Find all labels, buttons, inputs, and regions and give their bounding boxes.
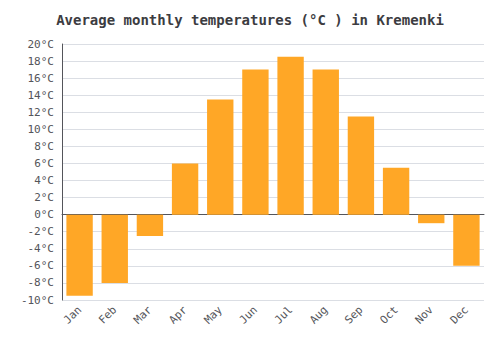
- svg-text:-2°C: -2°C: [28, 225, 55, 238]
- svg-text:Sep: Sep: [342, 303, 365, 326]
- svg-text:2°C: 2°C: [34, 191, 54, 204]
- svg-text:Aug: Aug: [307, 303, 330, 326]
- svg-text:18°C: 18°C: [28, 55, 55, 68]
- svg-text:14°C: 14°C: [28, 89, 55, 102]
- svg-text:Jul: Jul: [272, 303, 295, 326]
- svg-text:Apr: Apr: [166, 303, 189, 326]
- svg-text:Mar: Mar: [131, 303, 154, 326]
- svg-text:Feb: Feb: [96, 303, 119, 326]
- svg-text:Nov: Nov: [413, 303, 436, 326]
- svg-text:-4°C: -4°C: [28, 242, 55, 255]
- svg-text:Jun: Jun: [237, 303, 260, 326]
- svg-text:8°C: 8°C: [34, 140, 54, 153]
- svg-text:-6°C: -6°C: [28, 259, 55, 272]
- svg-text:20°C: 20°C: [28, 38, 55, 51]
- svg-text:4°C: 4°C: [34, 174, 54, 187]
- svg-text:10°C: 10°C: [28, 123, 55, 136]
- svg-text:Jan: Jan: [61, 303, 84, 326]
- svg-text:-8°C: -8°C: [28, 276, 55, 289]
- svg-text:Oct: Oct: [377, 303, 400, 326]
- svg-text:-10°C: -10°C: [21, 294, 54, 307]
- svg-text:Average monthly temperatures (: Average monthly temperatures (°C ) in Kr…: [56, 12, 444, 28]
- svg-text:12°C: 12°C: [28, 106, 55, 119]
- svg-text:May: May: [202, 303, 225, 326]
- svg-text:6°C: 6°C: [34, 157, 54, 170]
- svg-text:0°C: 0°C: [34, 208, 54, 221]
- svg-text:Dec: Dec: [448, 303, 471, 326]
- svg-text:16°C: 16°C: [28, 72, 55, 85]
